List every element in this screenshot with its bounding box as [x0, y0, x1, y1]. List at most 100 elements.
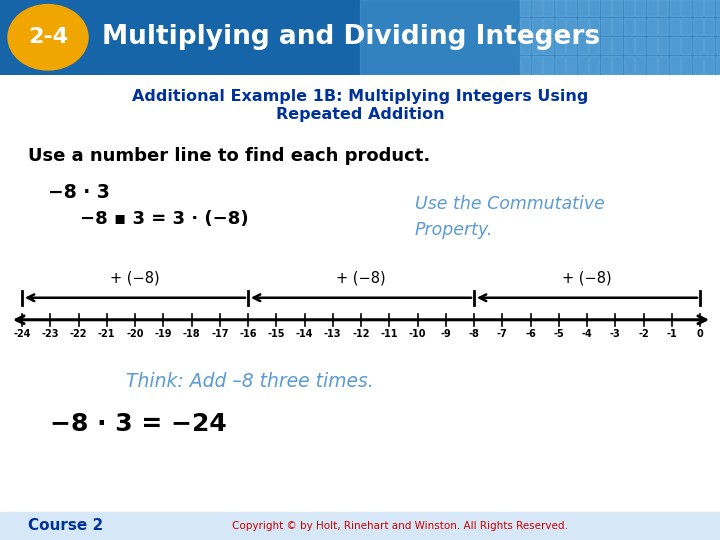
Bar — [600, 56, 611, 73]
Bar — [716, 56, 720, 73]
Bar — [531, 56, 541, 73]
Text: -13: -13 — [324, 329, 341, 339]
Text: -2: -2 — [638, 329, 649, 339]
Bar — [681, 0, 691, 16]
Bar — [658, 18, 668, 35]
Text: -12: -12 — [352, 329, 370, 339]
Bar — [693, 56, 703, 73]
Text: Think: Add –8 three times.: Think: Add –8 three times. — [126, 372, 374, 391]
Bar — [554, 0, 564, 16]
Bar — [543, 18, 553, 35]
Bar — [612, 56, 622, 73]
Text: + (−8): + (−8) — [110, 271, 160, 286]
Bar — [716, 0, 720, 16]
Text: -9: -9 — [441, 329, 451, 339]
Bar — [624, 56, 634, 73]
Bar — [647, 56, 657, 73]
Text: + (−8): + (−8) — [562, 271, 612, 286]
Text: -24: -24 — [13, 329, 31, 339]
Bar — [566, 18, 576, 35]
Bar — [577, 37, 588, 55]
Bar — [681, 37, 691, 55]
Bar — [635, 56, 645, 73]
Bar — [520, 0, 530, 16]
Ellipse shape — [8, 4, 88, 70]
Bar — [612, 0, 622, 16]
Text: Copyright © by Holt, Rinehart and Winston. All Rights Reserved.: Copyright © by Holt, Rinehart and Winsto… — [232, 521, 568, 531]
Bar — [554, 37, 564, 55]
Bar — [543, 37, 553, 55]
Bar — [600, 0, 611, 16]
Bar — [693, 18, 703, 35]
Text: Use a number line to find each product.: Use a number line to find each product. — [28, 146, 431, 165]
Bar — [554, 18, 564, 35]
Bar — [658, 0, 668, 16]
Bar — [589, 37, 599, 55]
Bar — [670, 37, 680, 55]
Bar — [600, 37, 611, 55]
Bar — [704, 37, 714, 55]
Bar — [704, 18, 714, 35]
Bar — [577, 0, 588, 16]
Text: -21: -21 — [98, 329, 115, 339]
Bar — [531, 0, 541, 16]
Text: -7: -7 — [497, 329, 508, 339]
Bar — [670, 0, 680, 16]
Bar — [704, 56, 714, 73]
Bar — [360, 0, 720, 75]
Bar — [566, 37, 576, 55]
Text: Multiplying and Dividing Integers: Multiplying and Dividing Integers — [102, 24, 600, 50]
Text: Repeated Addition: Repeated Addition — [276, 106, 444, 122]
Bar — [520, 37, 530, 55]
Text: -3: -3 — [610, 329, 621, 339]
Bar — [647, 37, 657, 55]
Text: −8 · 3 = −24: −8 · 3 = −24 — [50, 412, 227, 436]
Bar — [635, 37, 645, 55]
Text: −8 · 3: −8 · 3 — [48, 183, 110, 201]
Bar — [554, 56, 564, 73]
Bar — [566, 56, 576, 73]
Bar — [566, 0, 576, 16]
Bar — [693, 37, 703, 55]
Text: -4: -4 — [582, 329, 593, 339]
Bar — [589, 18, 599, 35]
Bar — [543, 56, 553, 73]
Text: Additional Example 1B: Multiplying Integers Using: Additional Example 1B: Multiplying Integ… — [132, 89, 588, 104]
Text: -14: -14 — [296, 329, 313, 339]
Text: -5: -5 — [554, 329, 564, 339]
Bar — [635, 18, 645, 35]
Text: -15: -15 — [268, 329, 285, 339]
Text: -10: -10 — [409, 329, 426, 339]
Bar — [577, 56, 588, 73]
Text: -22: -22 — [70, 329, 87, 339]
Text: 2-4: 2-4 — [28, 27, 68, 48]
Bar — [670, 56, 680, 73]
Text: Course 2: Course 2 — [28, 518, 103, 534]
Bar — [624, 0, 634, 16]
Text: −8 ▪ 3 = 3 · (−8): −8 ▪ 3 = 3 · (−8) — [80, 210, 248, 228]
Bar — [589, 0, 599, 16]
Bar — [716, 18, 720, 35]
Text: -18: -18 — [183, 329, 200, 339]
Bar — [531, 18, 541, 35]
Text: -23: -23 — [42, 329, 59, 339]
Text: -1: -1 — [667, 329, 677, 339]
Text: -6: -6 — [525, 329, 536, 339]
Bar — [0, 512, 720, 540]
Bar — [681, 18, 691, 35]
Bar — [647, 18, 657, 35]
Bar — [624, 18, 634, 35]
Text: -17: -17 — [211, 329, 228, 339]
Bar — [693, 0, 703, 16]
Text: -19: -19 — [155, 329, 172, 339]
Bar — [658, 56, 668, 73]
Text: -20: -20 — [126, 329, 144, 339]
Bar — [589, 56, 599, 73]
Text: -16: -16 — [239, 329, 257, 339]
Text: 0: 0 — [697, 329, 703, 339]
Bar — [520, 18, 530, 35]
Bar — [670, 18, 680, 35]
Bar — [647, 0, 657, 16]
Bar — [716, 37, 720, 55]
Text: Use the Commutative
Property.: Use the Commutative Property. — [415, 194, 605, 239]
